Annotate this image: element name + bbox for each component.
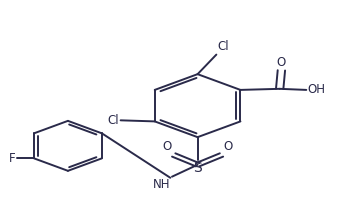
Text: S: S xyxy=(193,161,202,175)
Text: O: O xyxy=(223,140,233,153)
Text: Cl: Cl xyxy=(217,40,229,53)
Text: OH: OH xyxy=(307,83,325,96)
Text: O: O xyxy=(277,56,286,69)
Text: O: O xyxy=(163,140,172,153)
Text: F: F xyxy=(9,152,16,165)
Text: Cl: Cl xyxy=(108,114,119,127)
Text: NH: NH xyxy=(153,178,170,191)
